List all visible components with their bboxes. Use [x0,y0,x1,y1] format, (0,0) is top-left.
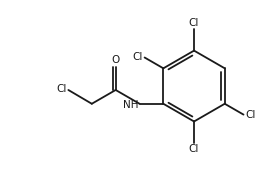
Text: NH: NH [123,100,139,110]
Text: Cl: Cl [189,144,199,154]
Text: Cl: Cl [56,84,66,94]
Text: Cl: Cl [132,53,143,62]
Text: Cl: Cl [245,110,256,120]
Text: Cl: Cl [189,18,199,28]
Text: O: O [111,55,120,65]
